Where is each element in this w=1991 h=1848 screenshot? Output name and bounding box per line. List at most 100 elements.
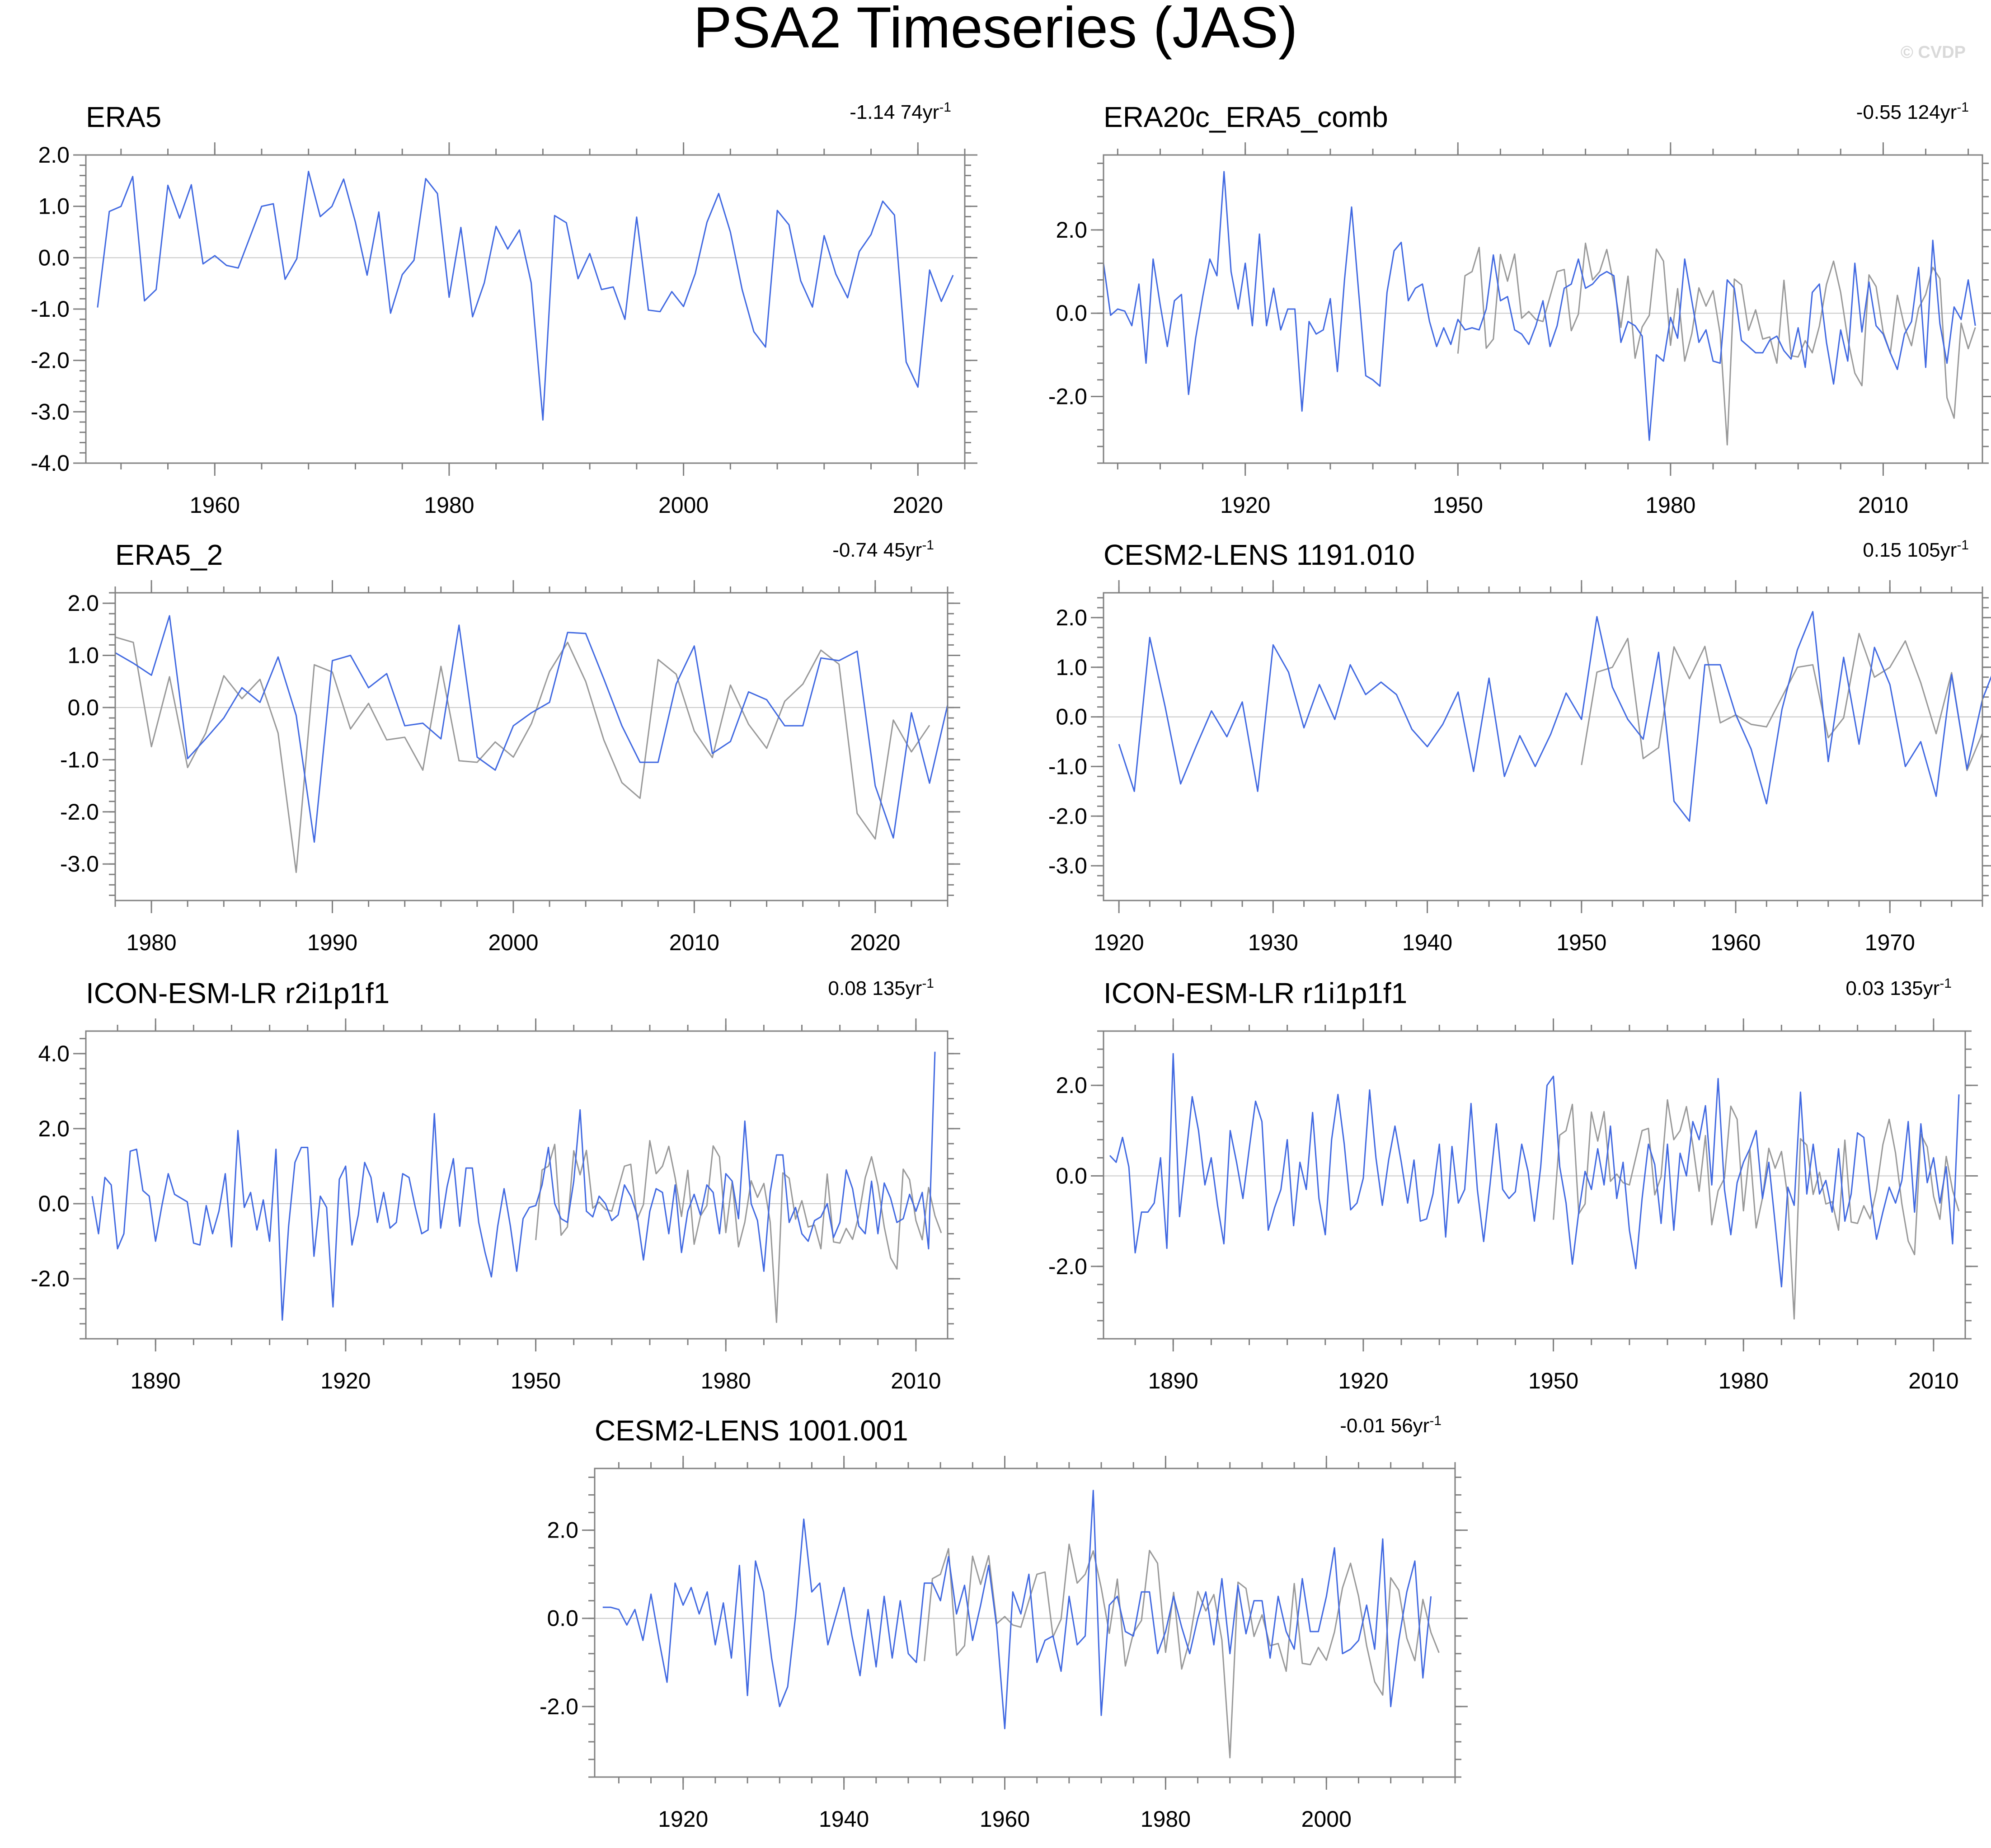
x-tick-label: 1890 (131, 1368, 181, 1393)
reference-series-line (535, 1140, 942, 1323)
y-tick-label: 1.0 (67, 643, 99, 668)
figure-title: PSA2 Timeseries (JAS) (693, 0, 1297, 60)
panel-grid: ERA5 -1.14 74yr-12.01.00.0-1.0-2.0-3.0-4.… (31, 100, 1991, 1832)
x-tick-label: 1950 (511, 1368, 561, 1393)
x-tick-label: 1970 (1865, 930, 1915, 955)
trend-exponent: -1 (939, 100, 951, 115)
chart-panel: ERA5_2 -0.74 45yr-1 2.0 1.0 0.0 -1.0 -2.0 -3.0 1… (60, 538, 960, 955)
panel-title: ERA20c_ERA5_comb (1104, 101, 1388, 133)
x-tick-label: 2020 (893, 492, 943, 518)
y-tick-label: -2.0 (31, 1266, 70, 1291)
y-tick-label: 1.0 (38, 194, 70, 219)
panel-title: ERA5_2 (115, 539, 223, 571)
plot-frame (85, 1030, 949, 1340)
trend-label: -1.14 74yr-1 (850, 100, 951, 123)
plot-frame (1103, 592, 1983, 901)
y-tick-label: 0.0 (67, 695, 99, 720)
x-tick-label: 1920 (1338, 1368, 1388, 1393)
y-tick-label: 2.0 (547, 1518, 578, 1543)
y-tick-label: -2.0 (540, 1694, 578, 1719)
x-tick-label: 1980 (1141, 1806, 1191, 1832)
y-tick-label: -2.0 (31, 348, 70, 373)
y-tick-label: 0.0 (1056, 1163, 1087, 1188)
y-tick-label: -2.0 (1048, 1254, 1087, 1279)
y-tick-label: -3.0 (31, 399, 70, 424)
trend-exponent: -1 (1957, 100, 1969, 115)
x-tick-label: 1930 (1248, 930, 1298, 955)
primary-series-line (91, 1051, 936, 1321)
trend-label: 0.03 135yr-1 (1845, 976, 1952, 999)
primary-series-line (115, 615, 949, 843)
x-tick-label: 1950 (1433, 492, 1483, 518)
trend-exponent: -1 (1957, 538, 1969, 553)
y-tick-label: -3.0 (60, 851, 99, 877)
x-tick-label: 1960 (1710, 930, 1761, 955)
x-tick-label: 2010 (669, 930, 719, 955)
trend-exponent: -1 (1429, 1413, 1442, 1428)
trend-value: -0.01 56yr (1340, 1415, 1429, 1437)
y-tick-label: 1.0 (1056, 655, 1087, 680)
y-tick-label: 2.0 (38, 1116, 70, 1141)
plot-frame (114, 592, 949, 901)
x-tick-label: 1950 (1556, 930, 1606, 955)
x-tick-label: 2000 (658, 492, 709, 518)
y-tick-label: 2.0 (38, 142, 70, 168)
x-tick-label: 1940 (1402, 930, 1452, 955)
y-tick-label: -1.0 (1048, 754, 1087, 779)
x-tick-label: 2010 (1858, 492, 1908, 518)
x-tick-label: 1890 (1148, 1368, 1198, 1393)
x-tick-label: 2000 (488, 930, 538, 955)
trend-exponent: -1 (922, 538, 934, 553)
trend-exponent: -1 (1939, 976, 1952, 991)
y-tick-label: 0.0 (38, 1191, 70, 1216)
panel-title: ICON-ESM-LR r2i1p1f1 (86, 977, 390, 1009)
trend-label: -0.55 124yr-1 (1856, 100, 1969, 123)
y-tick-label: -2.0 (1048, 384, 1087, 409)
x-tick-label: 1940 (819, 1806, 869, 1832)
x-tick-label: 1980 (701, 1368, 751, 1393)
trend-label: 0.15 105yr-1 (1863, 538, 1969, 561)
chart-panel: ICON-ESM-LR r1i1p1f1 0.03 135yr-1 2.0 0.0 -2… (1048, 976, 1978, 1393)
panel-title: CESM2-LENS 1191.010 (1104, 539, 1415, 571)
plot-frame (1103, 154, 1983, 464)
plot-frame (594, 1468, 1456, 1778)
primary-series-line (1103, 171, 1976, 441)
reference-series-line (115, 636, 930, 873)
y-tick-label: 2.0 (67, 591, 99, 616)
x-tick-label: 1990 (307, 930, 357, 955)
chart-panel: ERA20c_ERA5_comb -0.55 124yr-1 2.0 0.0 -2.0 1… (1048, 100, 1991, 518)
trend-value: -0.55 124yr (1856, 101, 1957, 123)
x-tick-label: 2010 (1908, 1368, 1958, 1393)
primary-series-line (97, 170, 954, 421)
y-tick-label: -4.0 (31, 450, 70, 476)
chart-panel: ERA5 -1.14 74yr-1 2.0 1.0 0.0 -1.0 -2.0 -3.0 -4.… (31, 100, 977, 518)
x-tick-label: 1960 (980, 1806, 1030, 1832)
chart-panel: CESM2-LENS 1001.001 -0.01 56yr-1 2.0 0.0 -2.… (540, 1413, 1468, 1832)
x-tick-label: 1950 (1528, 1368, 1578, 1393)
y-tick-label: 0.0 (1056, 704, 1087, 730)
y-tick-label: 0.0 (1056, 300, 1087, 326)
plot-frame (85, 154, 966, 464)
cvdp-watermark: © CVDP (1901, 43, 1966, 62)
reference-series-line (924, 1543, 1440, 1759)
y-tick-label: -1.0 (31, 296, 70, 322)
x-tick-label: 2000 (1301, 1806, 1352, 1832)
panel-title: CESM2-LENS 1001.001 (595, 1414, 908, 1447)
x-tick-label: 1980 (1719, 1368, 1769, 1393)
x-tick-label: 1920 (320, 1368, 371, 1393)
y-tick-label: -3.0 (1048, 853, 1087, 878)
trend-label: -0.01 56yr-1 (1340, 1413, 1442, 1437)
y-tick-label: 0.0 (547, 1606, 578, 1631)
y-tick-label: 4.0 (38, 1041, 70, 1066)
trend-exponent: -1 (922, 976, 934, 991)
trend-label: 0.08 135yr-1 (828, 976, 934, 999)
trend-label: -0.74 45yr-1 (832, 538, 934, 561)
panel-title: ICON-ESM-LR r1i1p1f1 (1104, 977, 1407, 1009)
y-tick-label: -2.0 (60, 799, 99, 825)
primary-series-line (602, 1490, 1432, 1730)
trend-value: 0.15 105yr (1863, 539, 1957, 561)
y-tick-label: 0.0 (38, 245, 70, 270)
x-tick-label: 1980 (1645, 492, 1695, 518)
y-tick-label: 2.0 (1056, 1073, 1087, 1098)
